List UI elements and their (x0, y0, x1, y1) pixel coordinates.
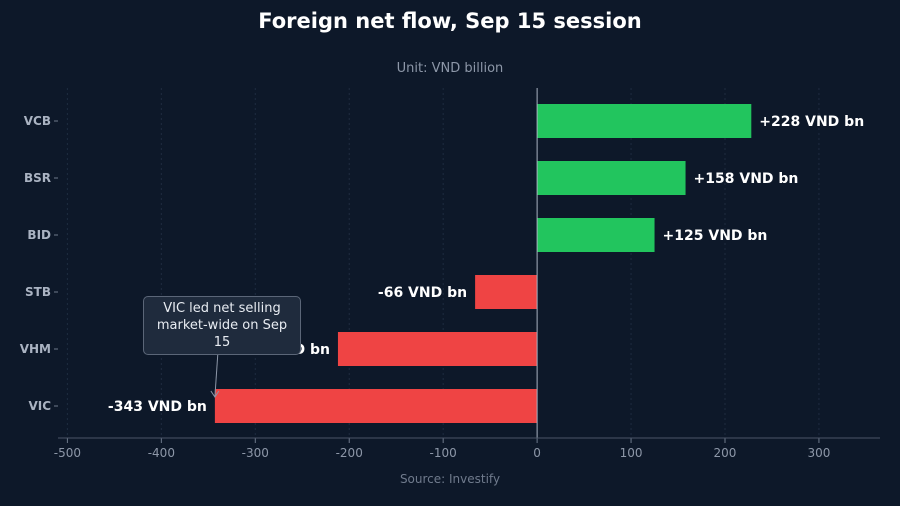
x-tick-label: -300 (242, 446, 269, 460)
data-label: +228 VND bn (759, 114, 864, 130)
y-category-label: BSR (24, 171, 51, 185)
y-category-label: STB (25, 285, 51, 299)
chart-title: Foreign net flow, Sep 15 session (258, 9, 642, 33)
data-labels: +228 VND bn +158 VND bn +125 VND bn -66 VND… (108, 114, 864, 415)
gridlines (66, 88, 820, 438)
y-category-label: VHM (20, 342, 51, 356)
annotation-callout: VIC led net selling market-wide on Sep 1… (143, 296, 301, 355)
x-tick-label: -500 (54, 446, 81, 460)
x-tick-label: 300 (807, 446, 830, 460)
x-tick-label: 100 (620, 446, 643, 460)
bar-bid (537, 218, 655, 252)
bar-vic (214, 389, 538, 423)
annotation-arrowhead (210, 390, 220, 398)
bar-vhm (337, 332, 538, 366)
x-tick-label: 200 (714, 446, 737, 460)
x-tick-label: -200 (336, 446, 363, 460)
bars (214, 104, 752, 423)
bar-stb (475, 275, 538, 309)
data-label: -66 VND bn (378, 285, 467, 301)
axes: -500 -400 -300 -200 -100 0 100 200 300 VCB BSR BID S… (20, 88, 880, 460)
bar-bsr (537, 161, 686, 195)
data-label: +125 VND bn (663, 228, 768, 244)
data-label: -343 VND bn (108, 399, 207, 415)
data-label: +158 VND bn (694, 171, 799, 187)
chart-subtitle: Unit: VND billion (396, 61, 504, 76)
y-category-label: VIC (28, 399, 51, 413)
y-category-label: VCB (24, 114, 51, 128)
bar-vcb (537, 104, 752, 138)
y-category-label: BID (27, 228, 51, 242)
chart-source: Source: Investify (399, 472, 501, 486)
x-tick-label: -100 (430, 446, 457, 460)
x-tick-label: 0 (533, 446, 541, 460)
x-tick-label: -400 (148, 446, 175, 460)
